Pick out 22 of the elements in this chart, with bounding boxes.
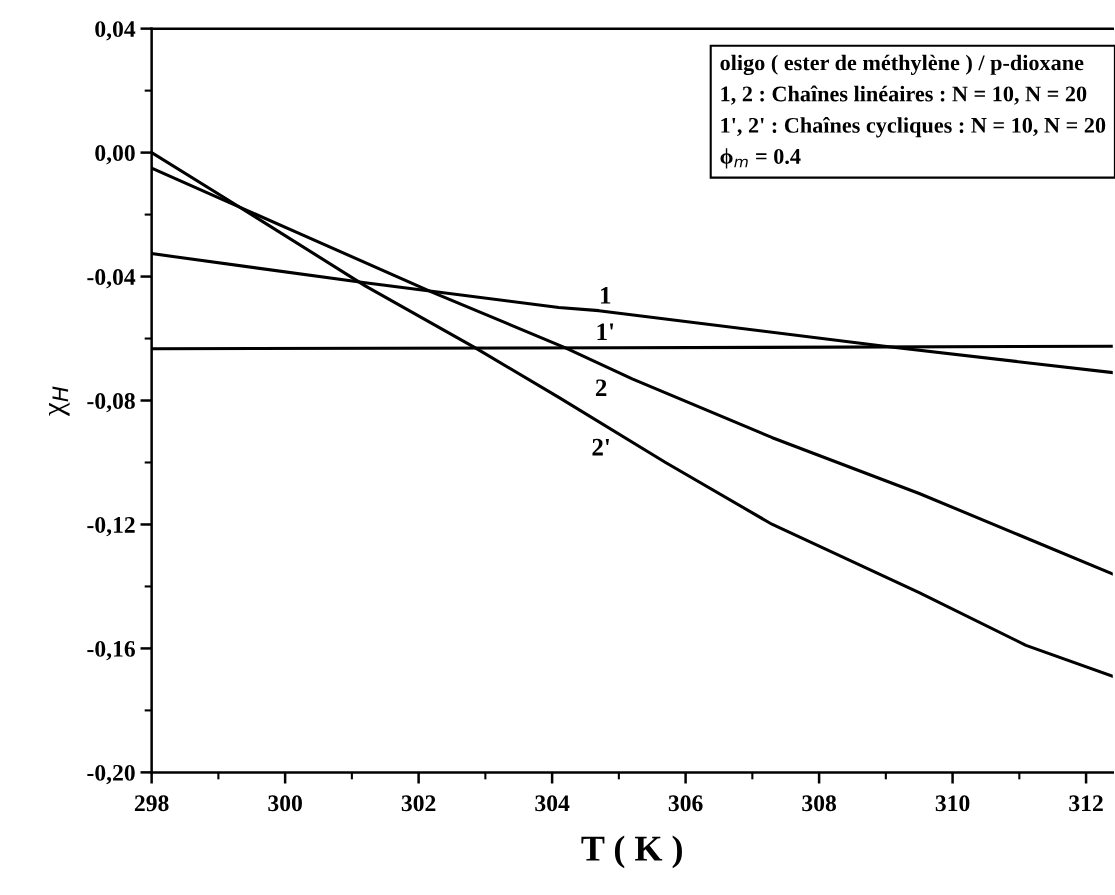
y-tick-label: -0,04 <box>87 269 136 289</box>
y-tick-label: 0,04 <box>95 21 136 41</box>
x-tick-label: 312 <box>1069 795 1103 812</box>
series-label: 1 <box>601 287 611 304</box>
series-label: 2 <box>595 379 607 396</box>
annotation: oligo ( ester de méthylène ) / p-dioxane 1, 2 : Chaînes linéaires : N = 10, N = 20 1', 2' : Chaînes cycliques : N = 10, N = 20 ϕ$_{m}$ = 0.4 <box>720 54 1106 169</box>
x-tick-label: 300 <box>268 795 302 812</box>
x-tick-label: 310 <box>935 795 970 812</box>
y-tick-label: -0,20 <box>87 764 135 785</box>
y-axis-title: χ$_{H}$ <box>49 386 70 416</box>
x-tick-label: 304 <box>535 795 570 812</box>
x-tick-label: 298 <box>134 795 169 812</box>
series-label: 1' <box>597 323 614 340</box>
y-tick-label: 0,00 <box>95 145 135 165</box>
x-tick-label: 306 <box>668 795 703 812</box>
x-tick-label: 308 <box>802 795 837 812</box>
x-axis-title: T ( K ) <box>581 835 682 869</box>
y-tick-label: -0,12 <box>87 516 135 537</box>
x-tick-label: 302 <box>401 795 436 812</box>
y-tick-label: -0,08 <box>87 393 135 413</box>
y-tick-label: -0,16 <box>87 640 135 661</box>
series-label: 2' <box>592 438 609 456</box>
